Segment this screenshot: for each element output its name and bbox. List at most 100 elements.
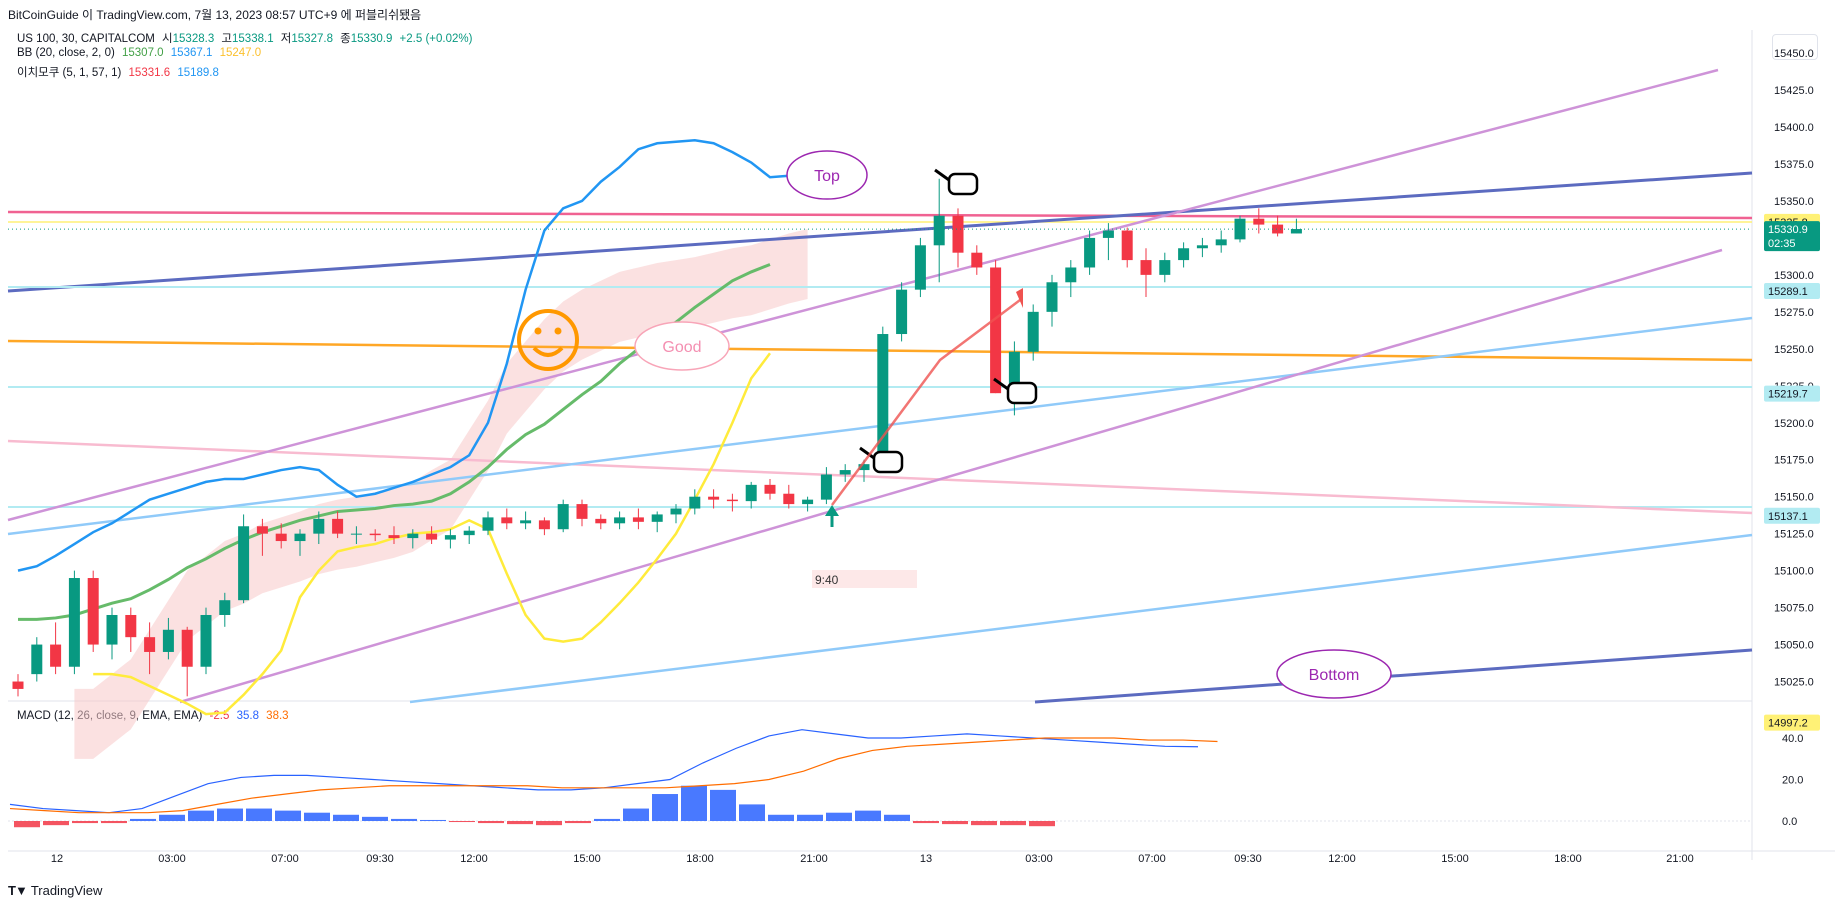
time-note-bg xyxy=(812,570,917,588)
candle-body xyxy=(820,474,832,500)
macd-hist-bar xyxy=(942,821,968,825)
price-tag-label: 15137.1 xyxy=(1768,511,1808,523)
candle-body xyxy=(1027,311,1039,352)
symbol-name[interactable]: US 100, 30, CAPITALCOM xyxy=(17,33,155,45)
price-tick-label: 15150.0 xyxy=(1774,492,1814,504)
price-tick-label: 15075.0 xyxy=(1774,603,1814,615)
candle-body xyxy=(614,517,626,524)
candle-body xyxy=(520,520,532,524)
candle-body xyxy=(275,533,287,542)
candle-body xyxy=(651,514,663,522)
candle-body xyxy=(877,334,889,465)
candle-body xyxy=(1046,282,1058,312)
macd-hist-bar xyxy=(43,821,69,826)
candle-body xyxy=(1121,230,1133,261)
time-tick-label: 13 xyxy=(920,853,932,865)
candle-body xyxy=(971,252,983,268)
time-tick-label: 15:00 xyxy=(573,853,601,865)
change-value: +2.5 (+0.02%) xyxy=(399,33,473,45)
bb-lower-value: 15247.0 xyxy=(219,47,262,59)
candle-body xyxy=(501,517,513,524)
candle-body xyxy=(1065,267,1077,283)
candle-body xyxy=(689,496,701,509)
macd-signal-value: 38.3 xyxy=(266,710,289,722)
macd-hist-bar xyxy=(536,821,562,826)
price-tag-countdown: 02:35 xyxy=(1768,238,1796,250)
low-value: 15327.8 xyxy=(291,33,333,45)
ichimoku-cloud xyxy=(74,229,808,759)
candle-body xyxy=(802,499,814,505)
candle-body xyxy=(1008,351,1020,394)
bb-upper-line xyxy=(17,139,789,572)
candle-body xyxy=(764,484,776,494)
macd-hist-bar xyxy=(246,808,272,821)
macd-hist-bar xyxy=(14,821,40,828)
price-tag-label: 15289.1 xyxy=(1768,286,1808,298)
candle-body xyxy=(1178,248,1190,261)
candle-body xyxy=(238,526,250,601)
ichimoku-legend[interactable]: 이치모쿠 (5, 1, 57, 1) 15331.6 15189.8 xyxy=(17,64,223,80)
candle-body xyxy=(538,520,550,530)
macd-tick-label: 40.0 xyxy=(1782,733,1803,745)
candle-body xyxy=(595,518,607,524)
macd-hist-bar xyxy=(362,816,388,821)
red-path-arrow-head-icon xyxy=(1016,288,1023,308)
pink-down-line xyxy=(7,439,1753,515)
macd-hist-bar xyxy=(391,818,417,821)
navy-trend-line-lower xyxy=(1034,648,1753,704)
ichimoku-label: 이치모쿠 (5, 1, 57, 1) xyxy=(17,67,122,79)
callout-top-bubble xyxy=(786,150,868,200)
time-tick-label: 03:00 xyxy=(158,853,186,865)
candle-body xyxy=(1140,260,1152,275)
candle-body xyxy=(632,517,644,522)
price-tag xyxy=(1764,282,1820,299)
smiley-eye-icon xyxy=(534,327,542,335)
low-label: 저 xyxy=(280,33,292,45)
macd-hist-bar xyxy=(971,821,997,826)
candle-body xyxy=(990,267,1002,394)
price-tick-label: 15250.0 xyxy=(1774,344,1814,356)
settings-box[interactable] xyxy=(1772,34,1818,60)
candle-body xyxy=(407,533,419,539)
macd-hist-bar xyxy=(652,794,678,821)
candle-body xyxy=(896,289,908,335)
candle-body xyxy=(12,681,24,689)
price-tick-label: 15100.0 xyxy=(1774,566,1814,578)
time-tick-label: 09:30 xyxy=(366,853,394,865)
macd-line-value: 35.8 xyxy=(236,710,259,722)
candle-body xyxy=(783,493,795,505)
close-value: 15330.9 xyxy=(350,33,393,45)
candle-body xyxy=(952,215,964,253)
macd-hist-bar xyxy=(449,821,475,823)
price-tag xyxy=(1764,714,1820,731)
macd-hist-bar xyxy=(855,810,881,821)
price-tick-label: 15025.0 xyxy=(1774,677,1814,689)
footer-brand: T▼ TradingView xyxy=(8,883,102,898)
candle-body xyxy=(1272,224,1284,234)
candle-body xyxy=(1084,237,1096,268)
navy-trend-line-upper xyxy=(7,171,1753,293)
macd-hist-bar xyxy=(826,812,852,821)
candle-body xyxy=(200,614,212,667)
candle-body xyxy=(858,464,870,471)
macd-tick-label: 20.0 xyxy=(1782,775,1803,787)
macd-hist-bar xyxy=(507,821,533,825)
macd-hist-bar xyxy=(768,814,794,821)
candle-body xyxy=(557,504,569,530)
candle-body xyxy=(426,533,438,540)
macd-hist-bar xyxy=(217,808,243,821)
bb-legend[interactable]: BB (20, close, 2, 0) 15307.0 15367.1 152… xyxy=(17,47,265,59)
price-tag-label: 15219.7 xyxy=(1768,389,1808,401)
price-tag xyxy=(1764,507,1820,524)
macd-hist-bar xyxy=(623,808,649,821)
callout-bottom-label: Bottom xyxy=(1309,667,1360,684)
time-tick-label: 07:00 xyxy=(271,853,299,865)
candle-body xyxy=(726,499,738,502)
price-tick-label: 15275.0 xyxy=(1774,307,1814,319)
price-tag xyxy=(1764,385,1820,402)
candle-body xyxy=(350,533,362,535)
macd-hist-bar xyxy=(478,821,504,824)
macd-hist-bar xyxy=(159,814,185,821)
candle-body xyxy=(313,518,325,534)
